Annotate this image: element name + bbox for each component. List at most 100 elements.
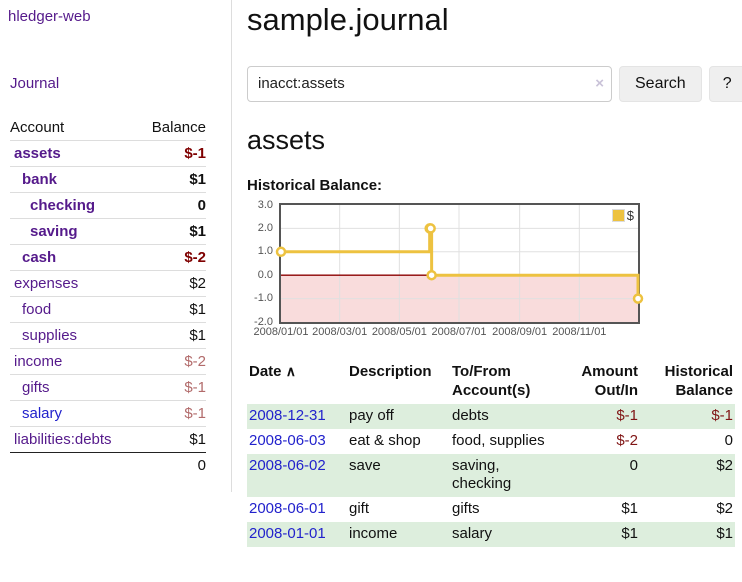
chart-point <box>427 224 435 232</box>
account-link-bank[interactable]: bank <box>22 171 57 188</box>
account-row: income $-2 <box>10 349 206 375</box>
account-balance: $-1 <box>138 401 206 427</box>
search-button[interactable]: Search <box>619 66 702 102</box>
account-heading: assets <box>247 125 742 156</box>
clear-search-icon[interactable]: × <box>595 75 604 93</box>
y-axis-tick: 2.0 <box>247 221 273 235</box>
account-link-income[interactable]: income <box>14 353 62 370</box>
date-column-header[interactable]: Date ∧ <box>247 360 347 404</box>
historical-balance-label: Historical Balance: <box>247 177 742 194</box>
chart-point <box>634 294 642 302</box>
transaction-amount: $1 <box>565 497 640 522</box>
transaction-date-link[interactable]: 2008-06-03 <box>249 432 326 449</box>
y-axis-tick: 3.0 <box>247 198 273 212</box>
transaction-date-link[interactable]: 2008-06-01 <box>249 500 326 517</box>
balance-column-header: Balance <box>138 115 206 141</box>
accounts-table: Account Balance assets $-1 bank $1 check… <box>10 115 206 478</box>
transaction-balance: $1 <box>640 522 735 547</box>
account-row: food $1 <box>10 297 206 323</box>
x-axis-tick: 2008/05/01 <box>372 326 427 338</box>
account-row: expenses $2 <box>10 271 206 297</box>
transaction-balance: $2 <box>640 497 735 522</box>
transaction-date-link[interactable]: 2008-06-02 <box>249 457 326 474</box>
account-row: supplies $1 <box>10 323 206 349</box>
amount-column-header: Amount Out/In <box>565 360 640 404</box>
account-row: gifts $-1 <box>10 375 206 401</box>
account-link-assets[interactable]: assets <box>14 145 61 162</box>
help-button[interactable]: ? <box>709 66 742 102</box>
transaction-description: pay off <box>347 404 450 429</box>
transaction-description: income <box>347 522 450 547</box>
account-link-checking[interactable]: checking <box>30 197 95 214</box>
transaction-description: gift <box>347 497 450 522</box>
register-row: 2008-12-31 pay off debts $-1 $-1 <box>247 404 735 429</box>
chart-legend: $ <box>612 208 634 223</box>
account-row: bank $1 <box>10 167 206 193</box>
account-balance: 0 <box>138 193 206 219</box>
account-link-food[interactable]: food <box>22 301 51 318</box>
register-row: 2008-06-03 eat & shop food, supplies $-2… <box>247 429 735 454</box>
y-axis-tick: -1.0 <box>247 291 273 305</box>
transaction-amount: 0 <box>565 454 640 497</box>
page-title: sample.journal <box>247 2 742 38</box>
account-row: assets $-1 <box>10 141 206 167</box>
account-row: saving $1 <box>10 219 206 245</box>
account-row: cash $-2 <box>10 245 206 271</box>
sort-ascending-icon: ∧ <box>286 363 296 379</box>
account-link-cash[interactable]: cash <box>22 249 56 266</box>
transaction-date-link[interactable]: 2008-12-31 <box>249 407 326 424</box>
x-axis-tick: 2008/07/01 <box>431 326 486 338</box>
account-link-liabilities-debts[interactable]: liabilities:debts <box>14 431 112 448</box>
transaction-balance: 0 <box>640 429 735 454</box>
x-axis-tick: 2008/11/01 <box>552 326 606 338</box>
register-header-row: Date ∧ Description To/From Account(s) Am… <box>247 360 735 404</box>
x-axis: 2008/01/012008/03/012008/05/012008/07/01… <box>281 324 647 340</box>
sidebar: hledger-web Journal Account Balance asse… <box>0 0 232 492</box>
legend-swatch <box>612 209 625 222</box>
transaction-accounts: gifts <box>450 497 565 522</box>
transaction-accounts: debts <box>450 404 565 429</box>
accounts-total: 0 <box>138 453 206 479</box>
account-link-gifts[interactable]: gifts <box>22 379 50 396</box>
transaction-description: save <box>347 454 450 497</box>
account-balance: $1 <box>138 427 206 453</box>
app-brand-link[interactable]: hledger-web <box>8 8 91 25</box>
chart-point <box>277 247 285 255</box>
transaction-accounts: food, supplies <box>450 429 565 454</box>
chart-point <box>428 271 436 279</box>
account-balance: $1 <box>138 297 206 323</box>
register-row: 2008-06-01 gift gifts $1 $2 <box>247 497 735 522</box>
account-link-supplies[interactable]: supplies <box>22 327 77 344</box>
x-axis-tick: 2008/03/01 <box>312 326 367 338</box>
transaction-amount: $-2 <box>565 429 640 454</box>
legend-label: $ <box>627 208 634 223</box>
search-form: × Search ? <box>247 66 742 102</box>
transaction-description: eat & shop <box>347 429 450 454</box>
main-content: sample.journal × Search ? assets Histori… <box>232 0 742 547</box>
account-balance: $2 <box>138 271 206 297</box>
account-link-saving[interactable]: saving <box>30 223 78 240</box>
y-axis-tick: 1.0 <box>247 244 273 258</box>
accounts-column-header: To/From Account(s) <box>450 360 565 404</box>
accounts-total-row: 0 <box>10 453 206 479</box>
description-column-header: Description <box>347 360 450 404</box>
transaction-amount: $1 <box>565 522 640 547</box>
balance-column-header: Historical Balance <box>640 360 735 404</box>
accounts-table-header: Account Balance <box>10 115 206 141</box>
search-input[interactable] <box>247 66 612 102</box>
sidebar-item-journal[interactable]: Journal <box>10 75 59 92</box>
balance-chart: 3.02.01.00.0-1.0-2.0 $ 2008/01/012008/03… <box>247 203 647 340</box>
account-balance: $-2 <box>138 245 206 271</box>
transaction-date-link[interactable]: 2008-01-01 <box>249 525 326 542</box>
account-row: checking 0 <box>10 193 206 219</box>
register-row: 2008-06-02 save saving, checking 0 $2 <box>247 454 735 497</box>
account-balance: $1 <box>138 323 206 349</box>
transaction-balance: $-1 <box>640 404 735 429</box>
y-axis-tick: 0.0 <box>247 268 273 282</box>
register-row: 2008-01-01 income salary $1 $1 <box>247 522 735 547</box>
account-balance: $1 <box>138 219 206 245</box>
account-link-salary[interactable]: salary <box>22 405 62 422</box>
account-link-expenses[interactable]: expenses <box>14 275 78 292</box>
transaction-accounts: saving, checking <box>450 454 565 497</box>
register-table: Date ∧ Description To/From Account(s) Am… <box>247 360 735 547</box>
